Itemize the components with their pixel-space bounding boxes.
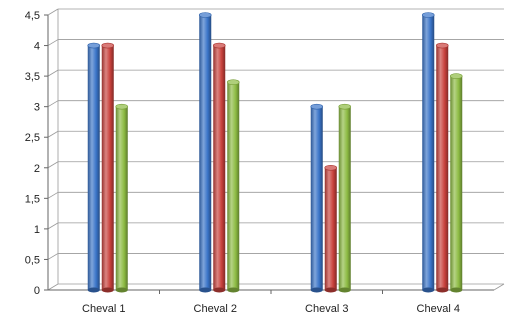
bar <box>421 12 435 293</box>
floor-left-edge <box>47 283 59 291</box>
y-tick-label: 2 <box>34 163 40 175</box>
bar <box>324 164 338 293</box>
y-tick-label: 2,5 <box>25 132 40 144</box>
gridline-depth <box>47 8 59 16</box>
y-tick-label: 0,5 <box>25 254 40 266</box>
x-tick-label: Cheval 2 <box>194 303 237 315</box>
y-tick-label: 3,5 <box>25 71 40 83</box>
bar <box>101 42 115 293</box>
bar <box>115 103 129 293</box>
gridline-depth <box>47 222 59 230</box>
bar <box>435 42 449 293</box>
bars <box>87 12 463 293</box>
gridline-depth <box>47 191 59 199</box>
x-tick-label: Cheval 4 <box>417 303 460 315</box>
bar <box>198 12 212 293</box>
y-tick-label: 3 <box>34 102 40 114</box>
bar <box>212 42 226 293</box>
tick-labels: 0 0,5 1 1,5 2 2,5 3 3,5 4 4,5 Cheval 1 Cheval 2 Chev… <box>25 10 460 315</box>
bar <box>226 79 240 293</box>
bar <box>87 42 101 293</box>
bar <box>449 73 463 293</box>
gridline-depth <box>47 130 59 138</box>
bar <box>310 103 324 293</box>
gridline-depth <box>47 39 59 46</box>
x-tick-label: Cheval 3 <box>305 303 348 315</box>
x-tick-label: Cheval 1 <box>82 303 125 315</box>
bar <box>338 103 352 293</box>
gridline-depth <box>47 161 59 169</box>
floor-right-edge <box>493 283 505 291</box>
y-tick-label: 1 <box>34 224 40 236</box>
y-tick-label: 4,5 <box>25 10 40 22</box>
y-tick-label: 4 <box>34 41 40 53</box>
gridline-depth <box>47 253 59 260</box>
y-tick-label: 1,5 <box>25 193 40 205</box>
gridline-depth <box>47 100 59 108</box>
gridline-depth <box>47 69 59 77</box>
y-tick-label: 0 <box>34 285 40 297</box>
